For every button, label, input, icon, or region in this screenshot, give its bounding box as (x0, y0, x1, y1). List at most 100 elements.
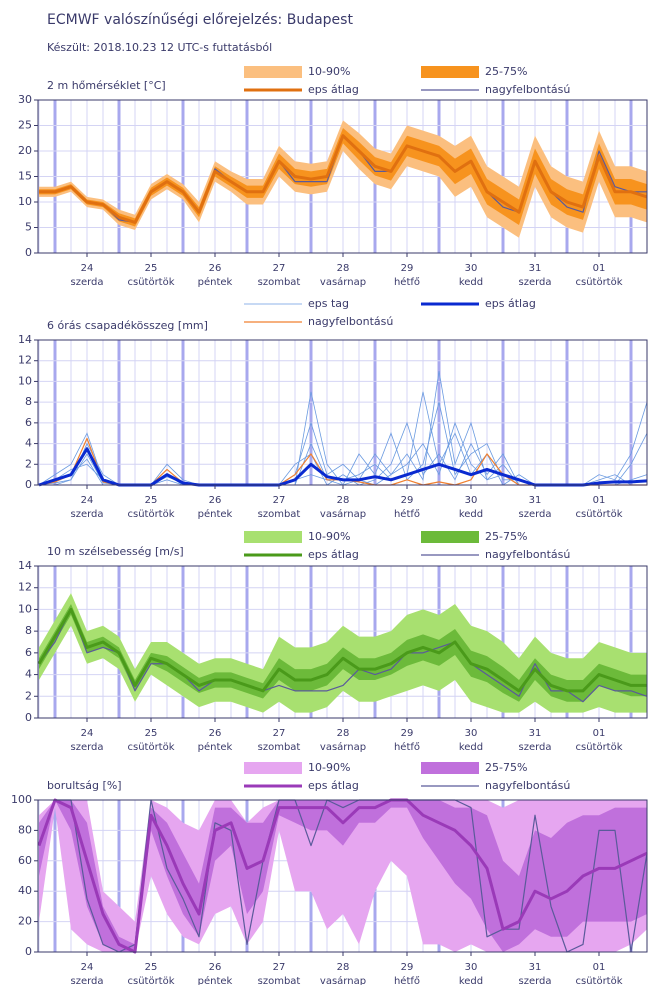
x-tick-weekday: hétfő (394, 975, 420, 985)
series-line (37, 798, 648, 954)
x-tick-weekday: vasárnap (320, 741, 366, 753)
x-tick-weekday: szerda (70, 976, 103, 985)
x-tick-weekday: szombat (258, 277, 301, 288)
x-tick-weekday: csütörtök (575, 509, 622, 520)
y-tick-label: 0 (25, 246, 32, 259)
legend-label: eps átlag (485, 297, 536, 310)
x-tick-label: 29 (401, 263, 414, 274)
legend-label: eps tag (308, 297, 349, 310)
legend-label: nagyfelbontású (485, 83, 570, 96)
x-tick-label: 25 (145, 263, 158, 274)
x-tick-weekday: szombat (258, 976, 301, 985)
y-tick-label: 6 (25, 416, 32, 429)
y-tick-label: 8 (25, 395, 32, 408)
x-tick-label: 01 (593, 495, 606, 506)
legend-label: 10-90% (308, 530, 350, 543)
series-line (37, 607, 647, 693)
axis-title: 2 m hőmérséklet [°C] (47, 79, 166, 92)
x-tick-weekday: vasárnap (320, 508, 366, 520)
x-tick-label: 25 (145, 962, 158, 973)
y-tick-label: 14 (18, 333, 32, 346)
y-tick-label: 10 (18, 374, 32, 387)
x-tick-label: 31 (529, 263, 542, 274)
y-tick-label: 25 (18, 119, 32, 132)
legend-swatch (421, 66, 479, 78)
x-tick-weekday: szombat (258, 509, 301, 520)
x-tick-label: 24 (81, 263, 94, 274)
x-tick-weekday: csütörtök (575, 277, 622, 288)
x-tick-label: 27 (273, 728, 286, 739)
x-tick-label: 28 (337, 728, 350, 739)
y-tick-label: 2 (25, 457, 32, 470)
x-tick-weekday: péntek (198, 276, 233, 288)
x-tick-label: 26 (209, 495, 222, 506)
x-tick-weekday: csütörtök (127, 509, 174, 520)
x-tick-weekday: kedd (459, 277, 483, 288)
x-tick-weekday: szerda (518, 742, 551, 753)
y-tick-label: 20 (18, 915, 32, 928)
x-tick-label: 30 (465, 263, 478, 274)
x-tick-label: 25 (145, 495, 158, 506)
y-tick-label: 6 (25, 646, 32, 659)
x-tick-weekday: vasárnap (320, 276, 366, 288)
legend-label: 25-75% (485, 65, 527, 78)
x-tick-label: 26 (209, 728, 222, 739)
y-tick-label: 2 (25, 689, 32, 702)
legend-label: nagyfelbontású (485, 548, 570, 561)
legend-swatch (421, 762, 479, 774)
x-tick-label: 29 (401, 962, 414, 973)
x-tick-label: 24 (81, 495, 94, 506)
legend-label: nagyfelbontású (308, 315, 393, 328)
x-tick-weekday: szerda (518, 277, 551, 288)
x-tick-weekday: csütörtök (127, 976, 174, 985)
axis-title: 10 m szélsebesség [m/s] (47, 545, 184, 558)
x-tick-label: 01 (593, 728, 606, 739)
x-tick-weekday: péntek (198, 741, 233, 753)
x-tick-label: 28 (337, 495, 350, 506)
page-subtitle: Készült: 2018.10.23 12 UTC-s futtatásból (47, 41, 272, 54)
y-tick-label: 8 (25, 624, 32, 637)
x-tick-label: 29 (401, 728, 414, 739)
y-tick-label: 4 (25, 668, 32, 681)
y-tick-label: 10 (18, 195, 32, 208)
y-tick-label: 0 (25, 711, 32, 724)
x-tick-label: 27 (273, 263, 286, 274)
x-tick-label: 31 (529, 495, 542, 506)
legend-label: 10-90% (308, 761, 350, 774)
x-tick-weekday: csütörtök (127, 277, 174, 288)
series-line (39, 134, 648, 224)
y-tick-label: 10 (18, 602, 32, 615)
x-tick-weekday: péntek (198, 508, 233, 520)
y-tick-label: 15 (18, 170, 32, 183)
legend-swatch (421, 531, 479, 543)
x-tick-label: 29 (401, 495, 414, 506)
x-tick-weekday: vasárnap (320, 975, 366, 985)
x-tick-weekday: csütörtök (575, 976, 622, 985)
x-tick-label: 24 (81, 728, 94, 739)
y-tick-label: 12 (18, 581, 32, 594)
x-tick-label: 25 (145, 728, 158, 739)
band-area (39, 604, 647, 702)
x-tick-label: 27 (273, 495, 286, 506)
x-tick-label: 30 (465, 962, 478, 973)
y-tick-label: 12 (18, 354, 32, 367)
legend-swatch (244, 66, 302, 78)
y-tick-label: 60 (18, 854, 32, 867)
legend-label: nagyfelbontású (485, 779, 570, 792)
y-tick-label: 20 (18, 144, 32, 157)
x-tick-weekday: szerda (70, 277, 103, 288)
axis-title: 6 órás csapadékösszeg [mm] (47, 319, 208, 332)
x-tick-weekday: szerda (70, 509, 103, 520)
y-tick-label: 4 (25, 437, 32, 450)
legend-label: 10-90% (308, 65, 350, 78)
x-tick-label: 26 (209, 962, 222, 973)
x-tick-weekday: szerda (518, 509, 551, 520)
x-tick-label: 31 (529, 728, 542, 739)
legend-label: eps átlag (308, 548, 359, 561)
y-tick-label: 0 (25, 945, 32, 958)
x-tick-label: 27 (273, 962, 286, 973)
legend-label: 25-75% (485, 761, 527, 774)
x-tick-weekday: kedd (459, 509, 483, 520)
x-tick-label: 28 (337, 962, 350, 973)
x-tick-weekday: szerda (518, 976, 551, 985)
